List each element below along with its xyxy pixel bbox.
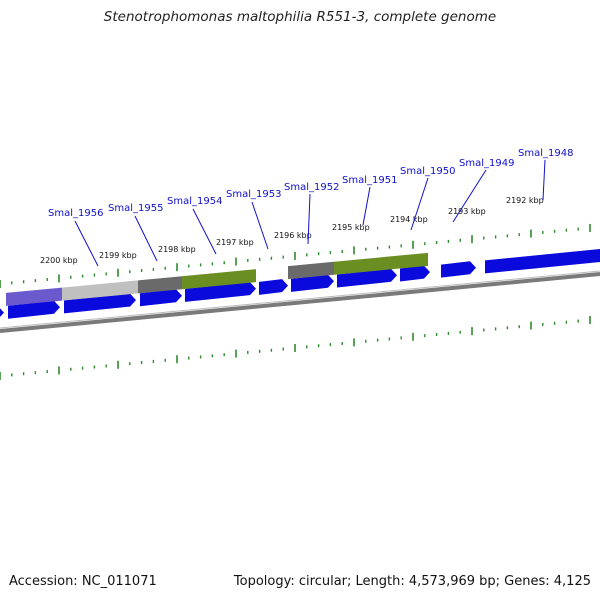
gene-arrow (0, 308, 4, 317)
gene-label: Smal_1950 (400, 166, 455, 177)
backbone-highlight (0, 270, 600, 329)
gene-label: Smal_1949 (459, 158, 514, 169)
gene-label: Smal_1955 (108, 203, 163, 214)
gene-arrow (140, 289, 182, 307)
gene-leader-line (307, 193, 311, 245)
gene-arrow (400, 265, 430, 282)
feature-band (334, 255, 397, 275)
feature-band (138, 276, 182, 294)
kbp-label: 2196 kbp (274, 231, 312, 240)
kbp-label: 2199 kbp (99, 251, 137, 260)
gene-arrow (64, 293, 136, 314)
feature-band (62, 280, 138, 301)
gene-label: Smal_1956 (48, 208, 103, 219)
map-title: Stenotrophomonas maltophilia R551-3, com… (103, 9, 497, 25)
gene-leader-line (251, 201, 269, 250)
gene-leader-line (542, 159, 546, 201)
gene-leader-line (452, 169, 487, 223)
gene-leader-line (192, 208, 217, 255)
gene-arrow (485, 248, 600, 274)
gene-arrow (441, 261, 476, 278)
gene-label: Smal_1952 (284, 182, 339, 193)
gene-leader-line (410, 177, 429, 231)
gene-label: Smal_1954 (167, 196, 222, 207)
feature-band (182, 269, 256, 290)
gene-label: Smal_1948 (518, 148, 573, 159)
kbp-label: 2192 kbp (506, 196, 544, 205)
accession-text: Accession: NC_011071 (9, 574, 157, 589)
kbp-label: 2194 kbp (390, 215, 428, 224)
kbp-label: 2197 kbp (216, 238, 254, 247)
feature-band (397, 252, 428, 269)
kbp-label: 2195 kbp (332, 223, 370, 232)
kbp-label: 2200 kbp (40, 256, 78, 265)
gene-leader-line (74, 220, 99, 267)
gene-label: Smal_1953 (226, 189, 281, 200)
feature-band (288, 261, 334, 280)
gene-leader-line (134, 215, 158, 262)
kbp-label: 2198 kbp (158, 245, 196, 254)
gene-arrow (291, 274, 334, 292)
gene-arrow (337, 268, 397, 288)
gene-label: Smal_1951 (342, 175, 397, 186)
gene-arrow (8, 300, 60, 319)
genome-summary-text: Topology: circular; Length: 4,573,969 bp… (233, 574, 591, 589)
gene-leader-line (362, 186, 371, 226)
kbp-label: 2193 kbp (448, 207, 486, 216)
backbone-line (0, 272, 600, 333)
feature-band (6, 287, 62, 306)
gene-arrow (259, 279, 288, 295)
